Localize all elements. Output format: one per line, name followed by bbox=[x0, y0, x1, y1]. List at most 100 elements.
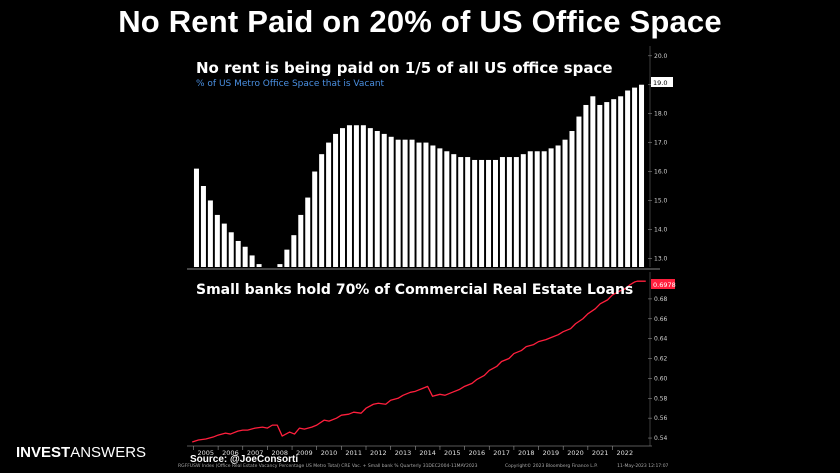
vacancy-bar bbox=[569, 131, 575, 267]
top-last-value-box bbox=[651, 77, 673, 87]
vacancy-bar bbox=[437, 148, 443, 267]
vacancy-bar bbox=[534, 151, 540, 267]
y-tick-label: 0.66 bbox=[654, 316, 668, 323]
vacancy-bar bbox=[430, 145, 436, 267]
bottom-last-value-label: 0.6978 bbox=[653, 281, 676, 289]
vacancy-bar bbox=[277, 264, 283, 267]
x-tick-label: 2009 bbox=[296, 449, 313, 457]
vacancy-bar bbox=[235, 240, 241, 267]
vacancy-bar bbox=[416, 142, 422, 267]
vacancy-bar bbox=[360, 125, 366, 267]
vacancy-bar bbox=[221, 223, 227, 267]
vacancy-bar bbox=[555, 145, 561, 267]
vacancy-bar bbox=[499, 157, 505, 267]
x-tick-label: 2022 bbox=[617, 449, 634, 457]
footer-timestamp: 11-May-2023 12:17:07 bbox=[617, 464, 669, 469]
brand-logo: INVESTANSWERS bbox=[16, 444, 146, 461]
y-tick-label: 0.62 bbox=[654, 356, 668, 363]
bottom-y-ticks: 0.68 0.66 0.64 0.62 0.60 0.58 0.56 0.54 bbox=[648, 296, 668, 442]
vacancy-bar bbox=[562, 139, 568, 267]
x-tick-label: 2016 bbox=[469, 449, 486, 457]
vacancy-bar bbox=[374, 131, 380, 267]
vacancy-bars bbox=[193, 84, 645, 267]
vacancy-bar bbox=[506, 157, 512, 267]
y-tick-label: 20.0 bbox=[654, 53, 668, 60]
vacancy-bar bbox=[402, 139, 408, 267]
vacancy-bar bbox=[193, 168, 199, 267]
vacancy-bar bbox=[326, 142, 332, 267]
footer-copyright: Copyright© 2023 Bloomberg Finance L.P. bbox=[504, 464, 598, 469]
x-tick-label: 2013 bbox=[395, 449, 412, 457]
vacancy-bar bbox=[214, 214, 220, 267]
x-tick-label: 2008 bbox=[271, 449, 288, 457]
vacancy-bar bbox=[242, 246, 248, 267]
vacancy-bar bbox=[340, 128, 346, 267]
vacancy-bar bbox=[207, 200, 213, 267]
vacancy-bar bbox=[388, 136, 394, 267]
vacancy-bar bbox=[367, 128, 373, 267]
bottom-last-value-box bbox=[651, 279, 675, 289]
vacancy-bar bbox=[319, 154, 325, 267]
vacancy-bar bbox=[625, 90, 631, 267]
vacancy-bar bbox=[548, 148, 554, 267]
x-tick-label: 2021 bbox=[592, 449, 609, 457]
x-tick-label: 2012 bbox=[370, 449, 387, 457]
y-tick-label: 0.56 bbox=[654, 415, 668, 422]
brand-light: ANSWERS bbox=[70, 444, 147, 461]
vacancy-bar bbox=[312, 171, 318, 267]
x-tick-label: 2017 bbox=[493, 449, 510, 457]
y-tick-label: 17.0 bbox=[654, 140, 668, 147]
vacancy-bar bbox=[451, 154, 457, 267]
y-tick-label: 0.58 bbox=[654, 395, 668, 402]
vacancy-bar bbox=[597, 104, 603, 267]
footer-text: RGFFUSW Index (Office Real Estate Vacanc… bbox=[178, 464, 668, 469]
vacancy-bar bbox=[305, 197, 311, 267]
vacancy-bar bbox=[590, 96, 596, 267]
vacancy-bar bbox=[249, 255, 255, 267]
vacancy-bar bbox=[618, 96, 624, 267]
vacancy-bar bbox=[527, 151, 533, 267]
vacancy-bar bbox=[395, 139, 401, 267]
bottom-chart-title: Small banks hold 70% of Commercial Real … bbox=[196, 282, 633, 298]
x-tick-label: 2005 bbox=[198, 449, 215, 457]
y-tick-label: 0.64 bbox=[654, 336, 668, 343]
x-tick-label: 2007 bbox=[247, 449, 264, 457]
vacancy-bar bbox=[200, 185, 206, 267]
vacancy-bar bbox=[346, 125, 352, 267]
vacancy-bar bbox=[298, 214, 304, 267]
vacancy-bar bbox=[291, 235, 297, 267]
vacancy-bar bbox=[541, 151, 547, 267]
y-tick-label: 0.60 bbox=[654, 375, 668, 382]
vacancy-bar bbox=[444, 151, 450, 267]
vacancy-bar bbox=[632, 87, 638, 267]
cre-loans-line bbox=[192, 280, 646, 443]
vacancy-bar bbox=[465, 157, 471, 267]
x-tick-label: 2011 bbox=[345, 449, 362, 457]
vacancy-bar bbox=[381, 133, 387, 267]
vacancy-bar bbox=[583, 104, 589, 267]
vacancy-bar bbox=[576, 116, 582, 267]
top-chart-subtitle: % of US Metro Office Space that is Vacan… bbox=[196, 79, 385, 89]
y-tick-label: 13.0 bbox=[654, 255, 668, 262]
vacancy-bar bbox=[486, 159, 492, 267]
footer-index-description: RGFFUSW Index (Office Real Estate Vacanc… bbox=[178, 464, 478, 469]
vacancy-bar bbox=[479, 159, 485, 267]
cre-loan-series-line bbox=[192, 280, 646, 443]
vacancy-bar bbox=[604, 102, 610, 267]
vacancy-bar bbox=[611, 99, 617, 267]
vacancy-bar bbox=[256, 264, 262, 267]
x-axis-ticks: 2005 2006 2007 2008 2009 2010 2011 2012 2013 2014… bbox=[193, 446, 633, 457]
x-tick-label: 2019 bbox=[543, 449, 560, 457]
top-last-value-label: 19.0 bbox=[653, 79, 667, 87]
brand-bold: INVEST bbox=[16, 444, 71, 461]
vacancy-bar bbox=[409, 139, 415, 267]
source-credit: Source: @JoeConsorti bbox=[190, 454, 299, 465]
x-tick-label: 2014 bbox=[419, 449, 436, 457]
y-tick-label: 14.0 bbox=[654, 226, 668, 233]
y-tick-label: 15.0 bbox=[654, 197, 668, 204]
y-tick-label: 0.54 bbox=[654, 435, 668, 442]
x-tick-label: 2006 bbox=[222, 449, 239, 457]
vacancy-bar bbox=[353, 125, 359, 267]
vacancy-bar bbox=[472, 159, 478, 267]
